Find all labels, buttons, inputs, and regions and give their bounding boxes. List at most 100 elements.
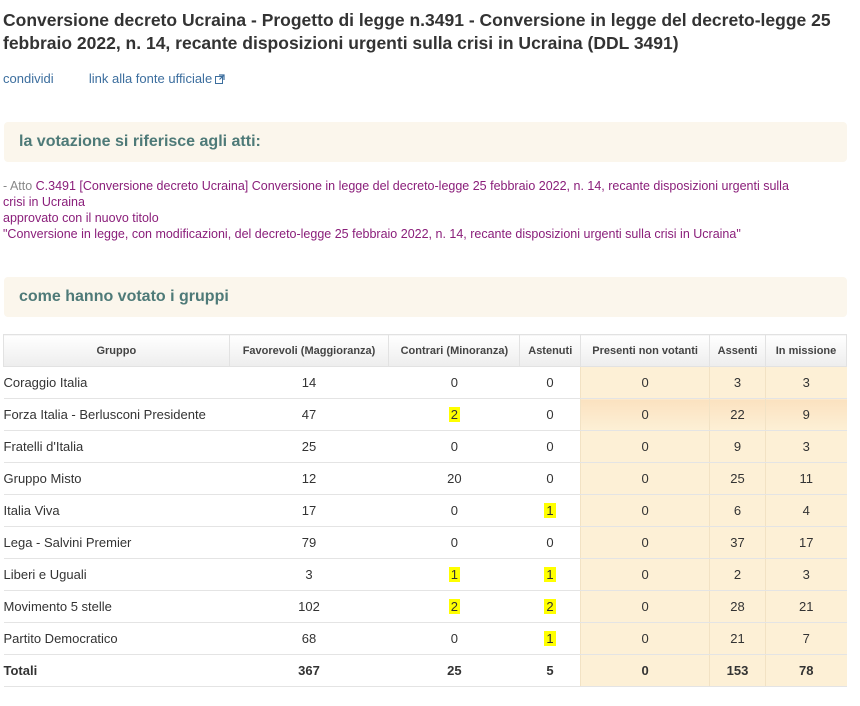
cell-favor: 17	[229, 494, 389, 527]
col-header-on-mission[interactable]: In missione	[765, 334, 847, 367]
cell-absent: 28	[709, 590, 766, 623]
table-header-row: Gruppo Favorevoli (Maggioranza) Contrari…	[3, 334, 847, 367]
cell-abstain: 1	[519, 558, 581, 591]
cell-against: 1	[388, 558, 520, 591]
official-source-label: link alla fonte ufficiale	[88, 71, 213, 86]
cell-favor: 68	[229, 622, 389, 655]
acts-list: - Atto C.3491 [Conversione decreto Ucrai…	[3, 178, 803, 242]
cell-against: 2	[388, 398, 520, 431]
share-link[interactable]: condividi	[3, 71, 54, 86]
votes-table-body: Coraggio Italia 14 0 0 0 3 3 Forza Italia - Ber…	[3, 366, 847, 655]
cell-present-not-voting: 0	[580, 366, 710, 399]
cell-favor: 25	[229, 430, 389, 463]
cell-favor: 102	[229, 590, 389, 623]
approved-note: approvato con il nuovo titolo	[3, 211, 159, 225]
cell-group: Partito Democratico	[3, 622, 230, 655]
cell-group: Lega - Salvini Premier	[3, 526, 230, 559]
table-row: Forza Italia - Berlusconi Presidente 47 2 0…	[3, 398, 847, 431]
groups-section-header: come hanno votato i gruppi	[4, 277, 847, 317]
total-on-mission: 78	[765, 654, 847, 687]
cell-present-not-voting: 0	[580, 622, 710, 655]
highlight-mark: 1	[544, 503, 556, 518]
votes-table: Gruppo Favorevoli (Maggioranza) Contrari…	[3, 334, 847, 687]
cell-on-mission: 3	[765, 558, 847, 591]
highlight-mark: 1	[448, 567, 460, 582]
table-row: Fratelli d'Italia 25 0 0 0 9 3	[3, 430, 847, 463]
cell-abstain: 0	[519, 366, 581, 399]
cell-against: 0	[388, 622, 520, 655]
total-against: 25	[388, 654, 520, 687]
total-absent: 153	[709, 654, 766, 687]
cell-on-mission: 9	[765, 398, 847, 431]
col-header-present-not-voting[interactable]: Presenti non votanti	[580, 334, 711, 367]
col-header-abstain[interactable]: Astenuti	[519, 334, 582, 367]
act-prefix: - Atto	[3, 179, 36, 193]
cell-present-not-voting: 0	[580, 558, 710, 591]
table-row: Coraggio Italia 14 0 0 0 3 3	[3, 366, 847, 399]
cell-against: 0	[388, 494, 520, 527]
cell-on-mission: 4	[765, 494, 847, 527]
cell-absent: 21	[709, 622, 766, 655]
total-abstain: 5	[519, 654, 581, 687]
act-item: - Atto C.3491 [Conversione decreto Ucrai…	[3, 178, 803, 210]
cell-present-not-voting: 0	[580, 430, 710, 463]
cell-abstain: 0	[519, 430, 581, 463]
col-header-favor[interactable]: Favorevoli (Maggioranza)	[228, 334, 390, 367]
table-row: Movimento 5 stelle 102 2 2 0 28 21	[3, 590, 847, 623]
acts-section-header: la votazione si riferisce agli atti:	[4, 122, 847, 162]
cell-present-not-voting: 0	[580, 590, 710, 623]
cell-on-mission: 3	[765, 430, 847, 463]
act-link[interactable]: C.3491 [Conversione decreto Ucraina] Con…	[3, 179, 789, 209]
cell-abstain: 0	[519, 526, 581, 559]
cell-against: 0	[388, 430, 520, 463]
table-row: Lega - Salvini Premier 79 0 0 0 37 17	[3, 526, 847, 559]
cell-group: Movimento 5 stelle	[3, 590, 230, 623]
action-links: condividi link alla fonte ufficiale	[3, 71, 225, 86]
cell-on-mission: 17	[765, 526, 847, 559]
cell-on-mission: 11	[765, 462, 847, 495]
cell-group: Gruppo Misto	[3, 462, 230, 495]
cell-absent: 9	[709, 430, 766, 463]
cell-absent: 25	[709, 462, 766, 495]
highlight-mark: 1	[544, 631, 556, 646]
cell-present-not-voting: 0	[580, 462, 710, 495]
cell-present-not-voting: 0	[580, 526, 710, 559]
cell-against: 0	[388, 366, 520, 399]
cell-abstain: 2	[519, 590, 581, 623]
cell-absent: 3	[709, 366, 766, 399]
highlight-mark: 1	[544, 567, 556, 582]
total-favor: 367	[229, 654, 389, 687]
table-row: Italia Viva 17 0 1 0 6 4	[3, 494, 847, 527]
cell-group: Fratelli d'Italia	[3, 430, 230, 463]
external-link-icon	[215, 74, 225, 84]
total-present-not-voting: 0	[580, 654, 710, 687]
cell-group: Liberi e Uguali	[3, 558, 230, 591]
acts-section-title: la votazione si riferisce agli atti:	[19, 133, 261, 150]
groups-section-title: come hanno votato i gruppi	[19, 288, 229, 305]
totals-label: Totali	[3, 654, 230, 687]
cell-absent: 6	[709, 494, 766, 527]
col-header-group[interactable]: Gruppo	[3, 334, 230, 367]
col-header-against[interactable]: Contrari (Minoranza)	[388, 334, 521, 367]
cell-against: 0	[388, 526, 520, 559]
cell-absent: 37	[709, 526, 766, 559]
official-source-link[interactable]: link alla fonte ufficiale	[89, 71, 225, 86]
cell-group: Coraggio Italia	[3, 366, 230, 399]
cell-favor: 79	[229, 526, 389, 559]
cell-on-mission: 21	[765, 590, 847, 623]
cell-abstain: 0	[519, 462, 581, 495]
cell-favor: 47	[229, 398, 389, 431]
page-title: Conversione decreto Ucraina - Progetto d…	[3, 10, 831, 53]
cell-favor: 3	[229, 558, 389, 591]
col-header-absent[interactable]: Assenti	[709, 334, 766, 367]
cell-absent: 2	[709, 558, 766, 591]
cell-favor: 12	[229, 462, 389, 495]
table-row: Partito Democratico 68 0 1 0 21 7	[3, 622, 847, 655]
cell-abstain: 1	[519, 622, 581, 655]
table-row: Liberi e Uguali 3 1 1 0 2 3	[3, 558, 847, 591]
cell-on-mission: 3	[765, 366, 847, 399]
cell-against: 2	[388, 590, 520, 623]
highlight-mark: 2	[448, 599, 460, 614]
totals-row: Totali 367 25 5 0 153 78	[3, 654, 847, 687]
